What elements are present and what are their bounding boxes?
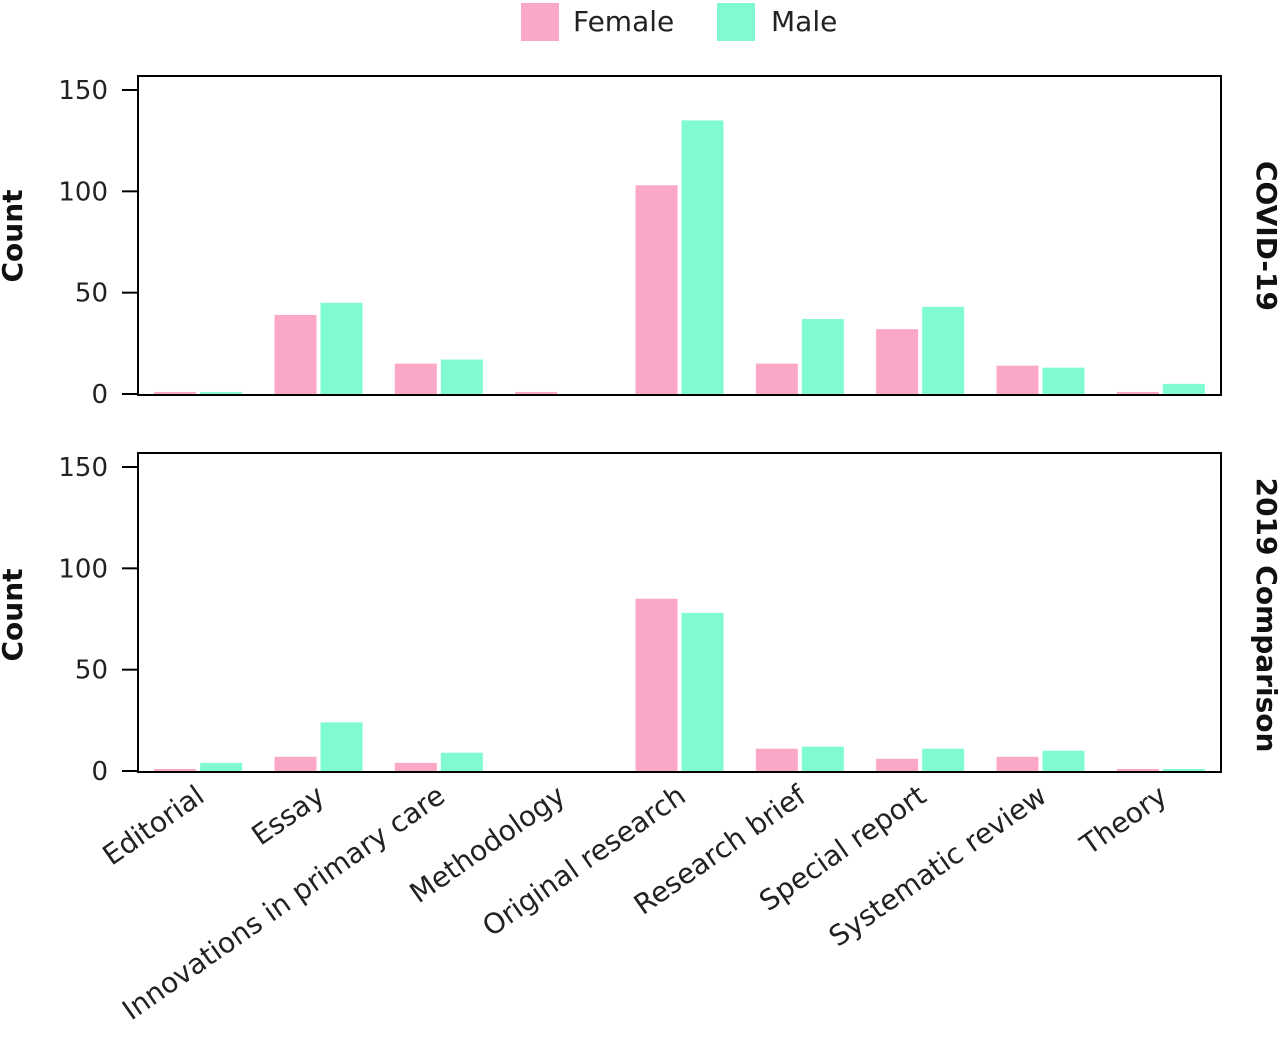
y-tick-label-covid-19-50: 50 xyxy=(75,279,108,309)
bar-covid-19-male-original-research xyxy=(681,120,724,395)
legend-label-male: Male xyxy=(771,5,837,38)
panel-2019-comparison-bars xyxy=(138,598,1221,773)
x-tick-label-original-research: Original research xyxy=(476,779,691,943)
y-tick-label-2019-comparison-100: 100 xyxy=(58,554,108,584)
legend-label-female: Female xyxy=(573,5,674,38)
bar-2019-comparison-female-special-report xyxy=(876,758,919,771)
facet-title-covid-19: COVID-19 xyxy=(1250,161,1280,311)
x-tick-label-essay: Essay xyxy=(246,779,331,852)
panel-covid-19-y-axis: 0 50 100 150 xyxy=(58,76,138,410)
bar-2019-comparison-male-research-brief xyxy=(801,746,844,771)
bar-covid-19-female-essay xyxy=(274,314,317,394)
bar-covid-19-female-methodology xyxy=(515,391,558,394)
bar-2019-comparison-female-original-research xyxy=(635,598,678,771)
y-tick-label-2019-comparison-150: 150 xyxy=(58,453,108,483)
facet-title-2019-comparison: 2019 Comparison xyxy=(1250,478,1280,753)
bar-covid-19-male-research-brief xyxy=(801,319,844,394)
bar-covid-19-male-special-report xyxy=(922,306,965,394)
legend-swatch-female xyxy=(521,3,559,41)
bar-covid-19-female-special-report xyxy=(876,329,919,394)
bar-covid-19-female-theory xyxy=(1116,391,1159,394)
bar-2019-comparison-male-special-report xyxy=(922,748,965,771)
bar-2019-comparison-male-editorial xyxy=(200,762,243,771)
y-tick-label-2019-comparison-0: 0 xyxy=(91,757,108,787)
bar-2019-comparison-male-innovations-in-primary-care xyxy=(440,752,483,771)
bar-2019-comparison-female-research-brief xyxy=(755,748,798,771)
panel-covid-19: 0 50 100 150 Count COVID-19 xyxy=(0,75,1280,410)
y-tick-label-covid-19-0: 0 xyxy=(91,380,108,410)
x-tick-label-systematic-review: Systematic review xyxy=(823,779,1053,954)
y-axis-title-covid-19: Count xyxy=(0,189,29,282)
bar-2019-comparison-male-systematic-review xyxy=(1042,750,1085,771)
y-tick-label-2019-comparison-50: 50 xyxy=(75,656,108,686)
y-tick-label-covid-19-100: 100 xyxy=(58,177,108,207)
bar-covid-19-male-essay xyxy=(320,302,363,394)
panel-covid-19-bars xyxy=(138,120,1221,396)
panel-2019-comparison: 0 50 100 150 Count 2019 Comparison xyxy=(0,452,1280,787)
bar-covid-19-female-innovations-in-primary-care xyxy=(394,363,437,394)
legend: Female Male xyxy=(521,3,837,41)
panel-covid-19-frame xyxy=(137,75,1222,396)
bar-2019-comparison-male-theory xyxy=(1162,768,1205,771)
bar-covid-19-female-systematic-review xyxy=(996,365,1039,394)
y-axis-title-2019-comparison: Count xyxy=(0,568,29,661)
y-tick-label-covid-19-150: 150 xyxy=(58,76,108,106)
panel-2019-comparison-frame xyxy=(137,452,1222,773)
bar-2019-comparison-female-systematic-review xyxy=(996,756,1039,771)
bar-2019-comparison-female-innovations-in-primary-care xyxy=(394,762,437,771)
panel-2019-comparison-y-axis: 0 50 100 150 xyxy=(58,453,138,787)
bar-covid-19-female-original-research xyxy=(635,185,678,394)
x-tick-label-theory: Theory xyxy=(1073,779,1172,862)
bar-covid-19-male-editorial xyxy=(200,391,243,394)
bar-covid-19-female-editorial xyxy=(154,391,197,394)
bar-2019-comparison-female-essay xyxy=(274,756,317,771)
bar-covid-19-male-systematic-review xyxy=(1042,367,1085,394)
bar-2019-comparison-female-theory xyxy=(1116,768,1159,771)
bar-covid-19-male-theory xyxy=(1162,383,1205,394)
bar-2019-comparison-male-original-research xyxy=(681,612,724,771)
legend-swatch-male xyxy=(717,3,755,41)
x-tick-label-editorial: Editorial xyxy=(97,779,211,872)
bar-2019-comparison-male-essay xyxy=(320,722,363,771)
bar-covid-19-female-research-brief xyxy=(755,363,798,394)
bar-covid-19-male-innovations-in-primary-care xyxy=(440,359,483,394)
bar-2019-comparison-female-editorial xyxy=(154,768,197,771)
